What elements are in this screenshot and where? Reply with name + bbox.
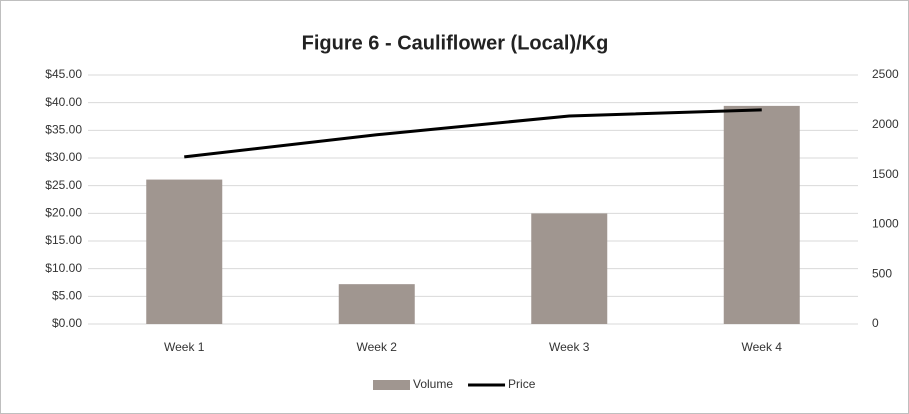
y2-tick-label: 500 bbox=[872, 266, 892, 280]
chart-title: Figure 6 - Cauliflower (Local)/Kg bbox=[302, 32, 609, 54]
x-tick-label: Week 4 bbox=[742, 340, 783, 354]
x-tick-label: Week 3 bbox=[549, 340, 590, 354]
y2-tick-label: 2500 bbox=[872, 67, 899, 81]
y-tick-label: $30.00 bbox=[45, 150, 82, 164]
y-tick-label: $35.00 bbox=[45, 123, 82, 137]
bar bbox=[146, 179, 223, 324]
y2-tick-label: 0 bbox=[872, 316, 879, 330]
x-tick-label: Week 2 bbox=[357, 340, 398, 354]
y-tick-label: $20.00 bbox=[45, 206, 82, 220]
bar bbox=[338, 284, 415, 324]
y-tick-label: $10.00 bbox=[45, 261, 82, 275]
y-tick-label: $40.00 bbox=[45, 95, 82, 109]
y-tick-label: $45.00 bbox=[45, 67, 82, 81]
legend-label: Volume bbox=[413, 377, 453, 391]
y-tick-label: $5.00 bbox=[52, 289, 82, 303]
bar bbox=[531, 213, 608, 324]
legend-swatch bbox=[373, 380, 410, 390]
legend-label: Price bbox=[508, 377, 536, 391]
x-tick-label: Week 1 bbox=[164, 340, 205, 354]
y2-tick-label: 2000 bbox=[872, 117, 899, 131]
line bbox=[184, 108, 762, 159]
y2-tick-label: 1500 bbox=[872, 167, 899, 181]
y-tick-label: $15.00 bbox=[45, 233, 82, 247]
y-tick-label: $25.00 bbox=[45, 178, 82, 192]
y-tick-label: $0.00 bbox=[52, 316, 82, 330]
bar bbox=[723, 105, 800, 324]
y2-tick-label: 1000 bbox=[872, 217, 899, 231]
